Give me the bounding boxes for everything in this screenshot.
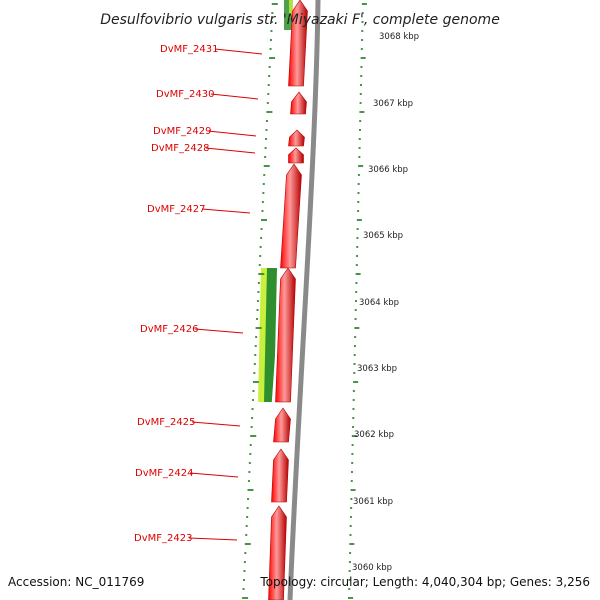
scale-label-6: 3062 kbp <box>354 430 394 440</box>
scale-label-2: 3066 kbp <box>368 165 408 175</box>
gene-label-dvmf_2426[interactable]: DvMF_2426 <box>140 324 198 335</box>
gene-label-dvmf_2428[interactable]: DvMF_2428 <box>151 143 209 154</box>
topology-text: Topology: circular; Length: 4,040,304 bp… <box>259 575 590 589</box>
scale-label-3: 3065 kbp <box>363 231 403 241</box>
leader-line-dvmf_2430 <box>210 93 259 100</box>
gene-label-dvmf_2427[interactable]: DvMF_2427 <box>147 204 205 215</box>
map-title: Desulfovibrio vulgaris str. 'Miyazaki F'… <box>100 12 500 28</box>
ruler-right <box>348 3 367 599</box>
gene-arrow-dvmf_2426[interactable] <box>275 267 296 403</box>
gene-label-dvmf_2425[interactable]: DvMF_2425 <box>137 417 195 428</box>
gene-label-dvmf_2423[interactable]: DvMF_2423 <box>134 533 192 544</box>
scale-label-1: 3067 kbp <box>373 99 413 109</box>
gc-band-top-light <box>289 0 295 18</box>
gene-arrow-dvmf_2430[interactable] <box>290 91 307 115</box>
gc-content-track <box>258 0 296 402</box>
leader-line-dvmf_2431 <box>214 48 263 55</box>
gene-arrow-dvmf_2425[interactable] <box>273 407 291 443</box>
leader-line-dvmf_2424 <box>189 472 239 478</box>
ruler-left <box>242 3 278 599</box>
accession-text: Accession: NC_011769 <box>8 575 144 589</box>
gene-label-dvmf_2431[interactable]: DvMF_2431 <box>160 44 218 55</box>
scale-label-5: 3063 kbp <box>357 364 397 374</box>
gene-arrow-dvmf_2429[interactable] <box>288 129 305 147</box>
gene-arrow-dvmf_2428[interactable] <box>288 147 304 164</box>
backbone-grey-line <box>287 0 321 600</box>
scale-label-0: 3068 kbp <box>379 32 419 42</box>
scale-label-7: 3061 kbp <box>353 497 393 507</box>
gene-label-dvmf_2430[interactable]: DvMF_2430 <box>156 89 214 100</box>
gene-arrow-dvmf_2431[interactable] <box>288 0 308 87</box>
gc-band-dark <box>264 268 277 402</box>
leader-line-dvmf_2427 <box>201 208 251 214</box>
gene-arrow-dvmf_2424[interactable] <box>271 448 289 503</box>
gene-arrow-dvmf_2423[interactable] <box>268 505 287 600</box>
leader-line-dvmf_2428 <box>205 147 256 154</box>
leader-line-dvmf_2429 <box>207 130 257 137</box>
gene-features <box>268 0 308 600</box>
gene-labels: DvMF_2431 DvMF_2430 DvMF_2429 DvMF_2428 DvMF… <box>134 44 263 544</box>
gene-label-dvmf_2429[interactable]: DvMF_2429 <box>153 126 211 137</box>
scale-labels: 3068 kbp 3067 kbp 3066 kbp 3065 kbp 3064 kbp… <box>352 32 419 573</box>
scale-label-4: 3064 kbp <box>359 298 399 308</box>
gene-label-dvmf_2424[interactable]: DvMF_2424 <box>135 468 193 479</box>
leader-line-dvmf_2423 <box>188 537 238 541</box>
leader-line-dvmf_2425 <box>191 421 241 427</box>
scale-label-8: 3060 kbp <box>352 563 392 573</box>
leader-line-dvmf_2426 <box>194 328 244 334</box>
